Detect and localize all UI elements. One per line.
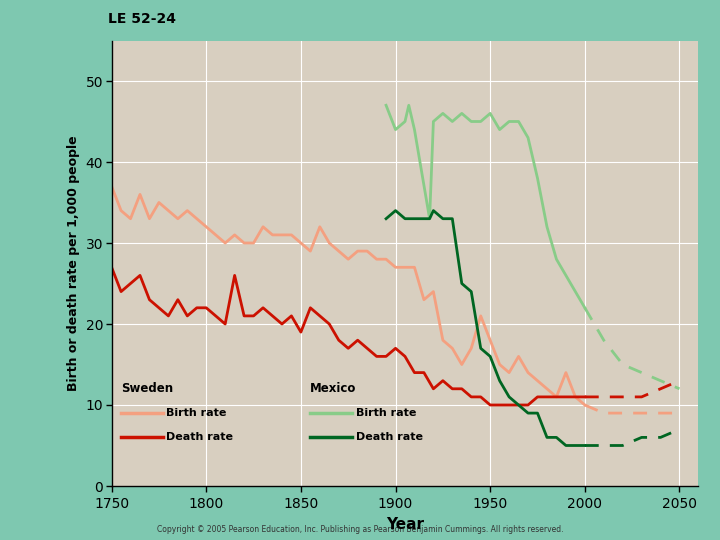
Text: Death rate: Death rate [356,433,423,442]
X-axis label: Year: Year [386,517,424,532]
Text: LE 52-24: LE 52-24 [108,12,176,26]
Text: Death rate: Death rate [166,433,233,442]
Y-axis label: Birth or death rate per 1,000 people: Birth or death rate per 1,000 people [67,136,80,391]
Text: Birth rate: Birth rate [356,408,416,418]
Text: Birth rate: Birth rate [166,408,227,418]
Text: Copyright © 2005 Pearson Education, Inc. Publishing as Pearson Benjamin Cummings: Copyright © 2005 Pearson Education, Inc.… [157,525,563,534]
Text: Mexico: Mexico [310,382,356,395]
Text: Sweden: Sweden [121,382,174,395]
